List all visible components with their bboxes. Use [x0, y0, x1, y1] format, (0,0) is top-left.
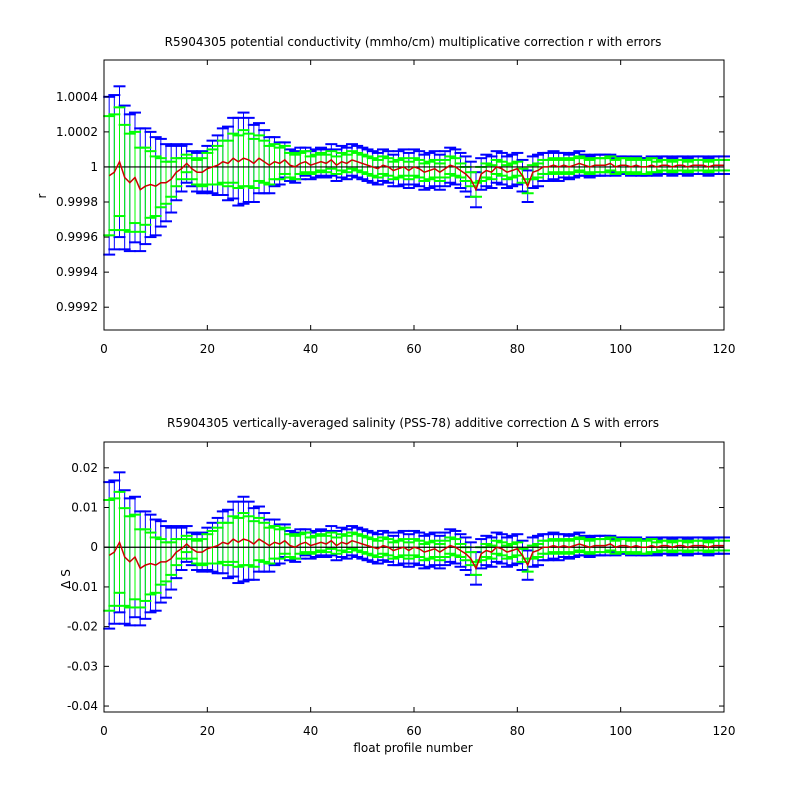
top-x-tick-label: 100	[609, 342, 632, 356]
bottom-x-tick-label: 100	[609, 724, 632, 738]
top-y-tick-label: 0.9996	[56, 230, 98, 244]
top-x-tick-label: 120	[713, 342, 736, 356]
top-chart-title: R5904305 potential conductivity (mmho/cm…	[165, 35, 662, 49]
top-chart-plot-area	[103, 85, 730, 256]
bottom-x-tick-label: 80	[510, 724, 525, 738]
bottom-chart-xlabel: float profile number	[353, 741, 472, 755]
bottom-y-tick-label: -0.03	[67, 659, 98, 673]
bottom-y-tick-label: 0	[90, 540, 98, 554]
bottom-y-tick-label: -0.04	[67, 699, 98, 713]
bottom-chart: R5904305 vertically-averaged salinity (P…	[59, 416, 735, 755]
top-chart-axes: 0 20 40 60 80 100 120 0.9992 0.9994 0.9996 0.9998 1…	[56, 59, 736, 356]
bottom-y-tick-label: 0.01	[71, 501, 98, 515]
top-chart-ylabel: r	[35, 193, 49, 198]
top-x-tick-label: 20	[200, 342, 215, 356]
top-y-tick-label: 1.0002	[56, 125, 98, 139]
bottom-y-tick-label: -0.01	[67, 580, 98, 594]
top-correction-line	[108, 157, 724, 192]
bottom-y-tick-label: -0.02	[67, 620, 98, 634]
top-y-tick-label: 1	[90, 160, 98, 174]
bottom-x-tick-label: 0	[100, 724, 108, 738]
top-x-tick-label: 80	[510, 342, 525, 356]
top-x-tick-label: 40	[303, 342, 318, 356]
bottom-x-tick-label: 120	[713, 724, 736, 738]
bottom-x-tick-label: 60	[406, 724, 421, 738]
top-x-tick-label: 60	[406, 342, 421, 356]
bottom-chart-plot-area	[103, 471, 730, 630]
top-x-tick-label: 0	[100, 342, 108, 356]
top-y-tick-label: 0.9992	[56, 300, 98, 314]
bottom-correction-line	[108, 538, 724, 571]
top-chart: R5904305 potential conductivity (mmho/cm…	[35, 35, 735, 356]
top-y-tick-label: 0.9998	[56, 195, 98, 209]
bottom-x-tick-label: 20	[200, 724, 215, 738]
bottom-chart-axes: 0 20 40 60 80 100 120 -0.04 -0.03 -0.02 -0.01 0 0.01…	[67, 441, 736, 738]
top-y-tick-label: 0.9994	[56, 265, 98, 279]
bottom-chart-ylabel: Δ S	[59, 569, 73, 589]
bottom-y-tick-label: 0.02	[71, 461, 98, 475]
top-y-tick-label: 1.0004	[56, 90, 98, 104]
bottom-chart-title: R5904305 vertically-averaged salinity (P…	[167, 416, 659, 430]
bottom-x-tick-label: 40	[303, 724, 318, 738]
